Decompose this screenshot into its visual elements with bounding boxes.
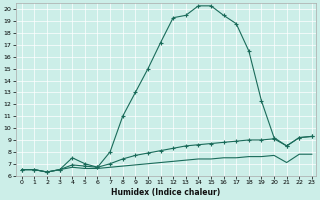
- X-axis label: Humidex (Indice chaleur): Humidex (Indice chaleur): [111, 188, 220, 197]
